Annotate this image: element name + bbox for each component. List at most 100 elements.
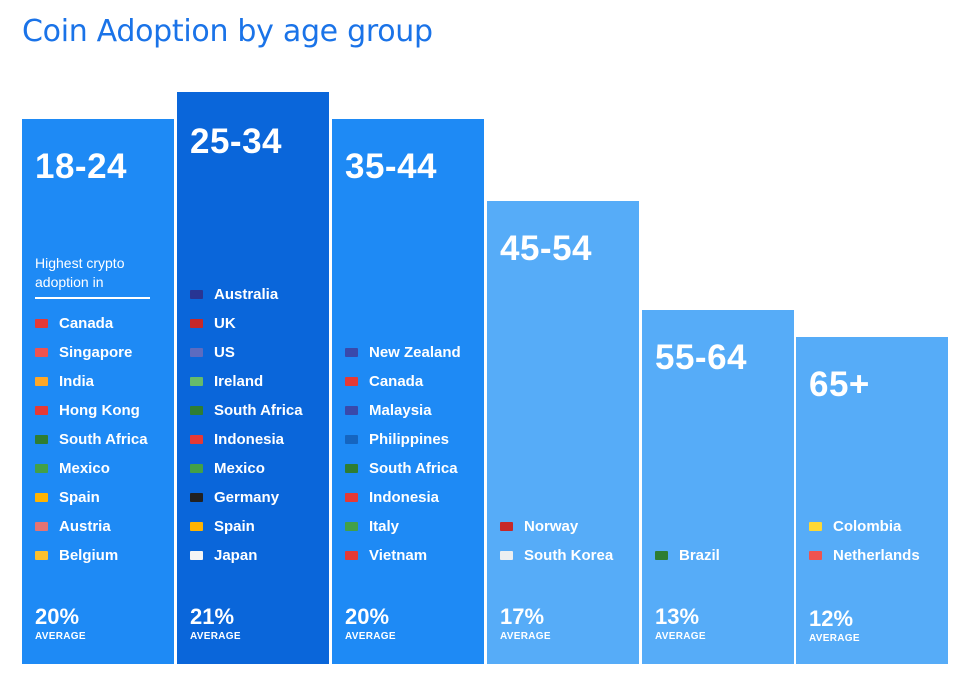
age-group-label: 55-64 [655,338,748,377]
flag-icon [655,551,668,560]
average-label: AVERAGE [809,633,860,644]
flag-icon [190,435,203,444]
flag-icon [190,522,203,531]
country-label: Vietnam [369,547,428,564]
annotation: Highest crypto adoption in [35,254,150,299]
average-value: 21% [190,604,235,629]
country-item: South Africa [345,460,458,477]
average-label: AVERAGE [35,631,86,642]
country-label: Japan [214,547,258,564]
country-item: Singapore [35,344,132,361]
country-item: Germany [190,489,279,506]
country-label: South Africa [214,402,303,419]
country-item: Colombia [809,518,901,535]
country-label: Canada [59,315,114,332]
country-item: South Africa [35,431,148,448]
country-item: Canada [345,373,423,390]
country-label: UK [214,315,236,332]
flag-icon [809,551,822,560]
country-label: Germany [214,489,280,506]
bar-55-64: 55-64 Brazil 13% AVERAGE [642,310,794,664]
country-label: Mexico [214,460,265,477]
country-item: Hong Kong [35,402,140,419]
country-label: Netherlands [833,547,920,564]
country-label: Belgium [59,547,119,564]
average-label: AVERAGE [500,631,551,642]
country-label: Indonesia [214,431,285,448]
average-value: 20% [345,604,390,629]
country-item: New Zealand [345,344,461,361]
flag-icon [35,522,48,531]
country-label: Spain [59,489,100,506]
flag-icon [345,406,358,415]
average-label: AVERAGE [190,631,241,642]
country-item: Mexico [190,460,265,477]
flag-icon [190,377,203,386]
country-label: New Zealand [369,344,461,361]
bar-45-54: 45-54 Norway South Korea 17% AVERAGE [487,201,639,664]
country-item: Austria [35,518,111,535]
bar-18-24: 18-24 Highest crypto adoption in Canada Sin… [22,119,174,664]
country-item: Japan [190,547,257,564]
country-label: Singapore [59,344,133,361]
flag-icon [35,377,48,386]
bar-65plus: 65+ Colombia Netherlands 12% AVERAGE [796,337,948,664]
flag-icon [345,348,358,357]
country-label: Italy [369,518,400,535]
age-group-label: 65+ [809,365,870,404]
country-item: Italy [345,518,399,535]
country-item: Indonesia [345,489,439,506]
country-item: Netherlands [809,547,920,564]
flag-icon [190,406,203,415]
country-item: Belgium [35,547,118,564]
country-item: India [35,373,94,390]
country-label: South Korea [524,547,614,564]
country-item: Vietnam [345,547,427,564]
country-item: Philippines [345,431,449,448]
country-item: Spain [35,489,100,506]
country-item: Ireland [190,373,263,390]
average-label: AVERAGE [345,631,396,642]
country-label: Australia [214,286,279,303]
average-value: 13% [655,604,700,629]
country-label: Canada [369,373,424,390]
flag-icon [35,319,48,328]
chart-title: Coin Adoption by age group [22,14,433,49]
country-item: US [190,344,235,361]
country-item: Canada [35,315,113,332]
age-group-label: 35-44 [345,147,438,186]
flag-icon [345,435,358,444]
country-item: UK [190,315,236,332]
flag-icon [190,290,203,299]
flag-icon [345,493,358,502]
flag-icon [35,464,48,473]
flag-icon [500,522,513,531]
country-label: Colombia [833,518,902,535]
flag-icon [35,435,48,444]
flag-icon [809,522,822,531]
average-label: AVERAGE [655,631,706,642]
country-label: Malaysia [369,402,432,419]
flag-icon [500,551,513,560]
country-item: Mexico [35,460,110,477]
flag-icon [345,464,358,473]
country-label: Austria [59,518,111,535]
bar-25-34: 25-34 Australia UK US Ireland South Africa Ind… [177,92,329,664]
country-label: India [59,373,95,390]
country-item: South Africa [190,402,303,419]
flag-icon [190,551,203,560]
country-item: Indonesia [190,431,284,448]
country-item: South Korea [500,547,613,564]
country-label: Mexico [59,460,110,477]
flag-icon [190,348,203,357]
flag-icon [190,493,203,502]
flag-icon [345,551,358,560]
country-label: Ireland [214,373,264,390]
country-label: Indonesia [369,489,440,506]
country-item: Norway [500,518,578,535]
age-group-label: 25-34 [190,122,283,161]
country-label: South Africa [369,460,458,477]
flag-icon [190,464,203,473]
country-label: Philippines [369,431,450,448]
average-value: 20% [35,604,80,629]
